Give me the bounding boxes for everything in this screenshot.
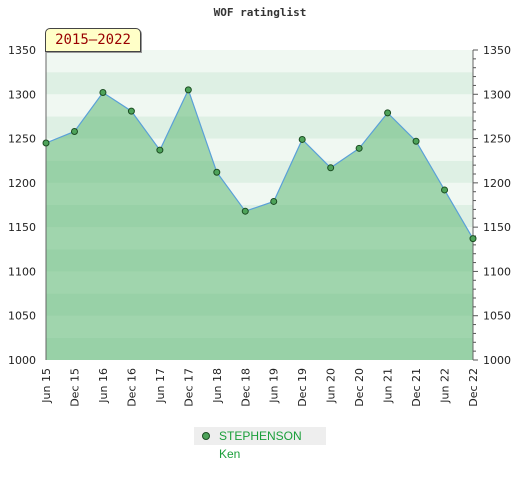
- data-point: [99, 89, 107, 97]
- y-tick-label-right: 1250: [483, 133, 511, 146]
- data-point: [213, 168, 221, 176]
- data-point: [441, 186, 449, 194]
- x-tick-label: Dec 20: [353, 368, 366, 407]
- x-tick-label: Jun 20: [325, 368, 338, 404]
- period-badge: 2015–2022: [45, 28, 141, 52]
- grid-band: [46, 50, 473, 73]
- data-point: [241, 207, 249, 215]
- x-tick-label: Jun 17: [154, 368, 167, 404]
- y-tick-label-left: 1300: [8, 88, 36, 101]
- y-tick-label-right: 1150: [483, 221, 511, 234]
- data-point: [355, 144, 363, 152]
- y-tick-label-right: 1100: [483, 265, 511, 278]
- data-point: [469, 235, 477, 243]
- data-point: [412, 137, 420, 145]
- y-tick-label-left: 1200: [8, 177, 36, 190]
- chart-title: WOF ratinglist: [214, 6, 307, 19]
- x-tick-label: Dec 17: [182, 368, 195, 407]
- x-tick-label: Jun 19: [268, 368, 281, 404]
- y-tick-label-right: 1350: [483, 44, 511, 57]
- legend: STEPHENSON Ken: [194, 427, 326, 461]
- y-tick-label-right: 1200: [483, 177, 511, 190]
- x-tick-label: Dec 21: [410, 368, 423, 407]
- legend-marker-icon: [202, 432, 210, 440]
- x-tick-label: Dec 16: [125, 368, 138, 407]
- grid-band: [46, 72, 473, 95]
- data-point: [184, 86, 192, 94]
- x-tick-label: Jun 15: [40, 368, 53, 404]
- y-tick-label-left: 1250: [8, 133, 36, 146]
- y-tick-label-right: 1300: [483, 88, 511, 101]
- grid-band: [46, 116, 473, 139]
- x-tick-label: Jun 18: [211, 368, 224, 404]
- y-tick-label-left: 1000: [8, 354, 36, 367]
- grid-band: [46, 94, 473, 117]
- data-point: [298, 135, 306, 143]
- x-tick-label: Dec 15: [68, 368, 81, 407]
- series-line: [45, 88, 474, 239]
- x-tick-label: Jun 22: [439, 368, 452, 404]
- data-point: [127, 107, 135, 115]
- x-tick-label: Dec 19: [296, 368, 309, 407]
- legend-label: STEPHENSON Ken: [219, 429, 302, 461]
- data-point: [384, 109, 392, 117]
- x-tick-label: Dec 22: [467, 368, 480, 407]
- data-point: [42, 139, 50, 147]
- x-tick-label: Jun 16: [97, 368, 110, 404]
- data-point: [327, 164, 335, 172]
- data-point: [70, 127, 78, 135]
- y-tick-label-left: 1350: [8, 44, 36, 57]
- y-tick-label-left: 1150: [8, 221, 36, 234]
- y-tick-label-left: 1100: [8, 265, 36, 278]
- series-area: [46, 89, 473, 360]
- x-tick-label: Dec 18: [239, 368, 252, 407]
- data-point: [270, 197, 278, 205]
- y-tick-label-right: 1050: [483, 310, 511, 323]
- data-point: [156, 146, 164, 154]
- y-tick-label-left: 1050: [8, 310, 36, 323]
- x-tick-label: Jun 21: [382, 368, 395, 404]
- y-tick-label-right: 1000: [483, 354, 511, 367]
